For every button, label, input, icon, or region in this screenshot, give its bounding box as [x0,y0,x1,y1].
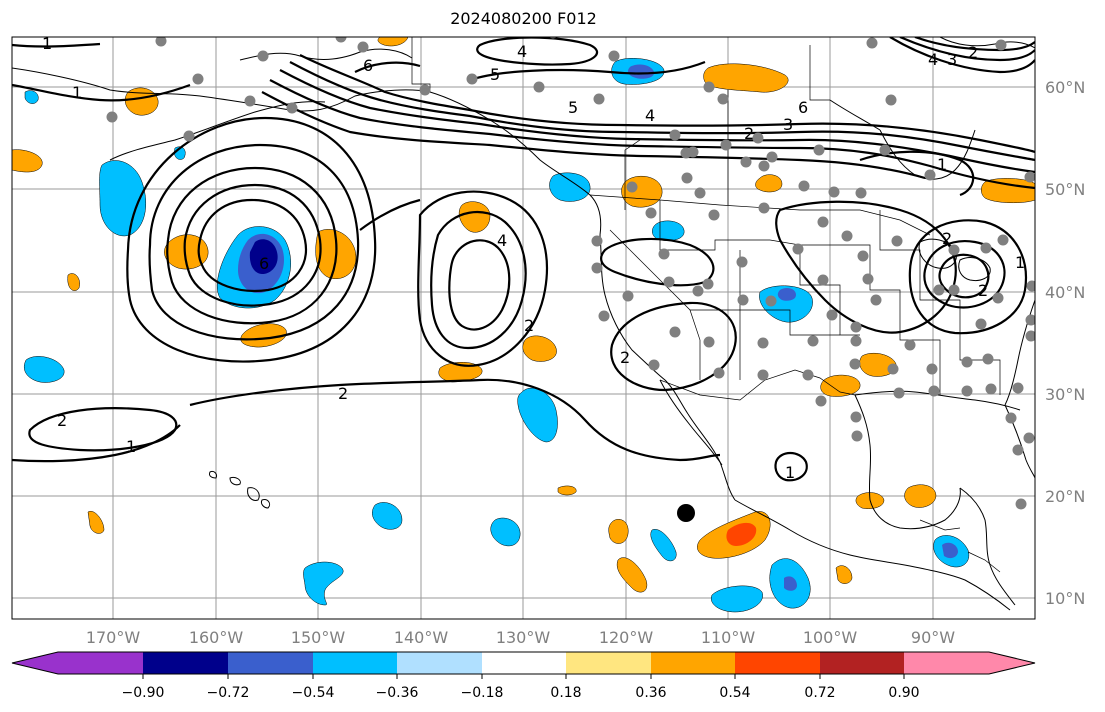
colorbar-tick-label: −0.54 [292,685,335,701]
lon-label: 110°W [701,628,756,647]
lat-label: 20°N [1045,487,1085,506]
contour-label: 2 [978,281,988,300]
contour-label: 1 [937,155,947,174]
lon-label: 100°W [803,628,858,647]
colorbar-tick-label: 0.54 [719,685,750,701]
colorbar-segment [313,652,397,674]
lon-label: 150°W [291,628,346,647]
lat-label: 10°N [1045,589,1085,608]
colorbar-tick-label: 0.90 [888,685,919,701]
contour-label: 2 [338,384,348,403]
lon-label: 160°W [189,628,244,647]
colorbar-extend-low [12,652,143,674]
contour-label: 2 [968,43,978,62]
contour-label: 4 [645,106,655,125]
colorbar-tick-label: −0.72 [207,685,250,701]
colorbar-segment [651,652,735,674]
contour-label: 1 [785,463,795,482]
contour-label: 3 [783,115,793,134]
colorbar-outline [11,651,1036,675]
contour-label: 1 [42,34,52,53]
lon-label: 140°W [394,628,449,647]
lat-label: 40°N [1045,283,1085,302]
lat-label: 30°N [1045,385,1085,404]
colorbar-segment [735,652,820,674]
colorbar-tick-label: 0.72 [804,685,835,701]
contour-lines [12,37,1035,482]
colorbar-segment [482,652,566,674]
lon-label: 130°W [496,628,551,647]
colorbar-segment [397,652,482,674]
colorbar-segment [228,652,313,674]
lon-label: 120°W [599,628,654,647]
colorbar-segment [143,652,228,674]
colorbar-segment [566,652,651,674]
colorbar-tick-label: −0.90 [122,685,165,701]
colorbar-tick-label: 0.18 [550,685,581,701]
map-frame [11,36,1036,620]
lon-label: 170°W [86,628,141,647]
colorbar-tick-label: −0.18 [461,685,504,701]
longitude-labels: 170°W 160°W 150°W 140°W 130°W 120°W 110°… [86,628,955,647]
colorbar-tick-label: −0.36 [376,685,419,701]
contour-label: 1 [1015,253,1025,272]
contour-label: 6 [259,254,269,273]
contour-label: 4 [517,42,527,61]
colorbar: −0.90 −0.72 −0.54 −0.36 −0.18 0.18 0.36 … [11,651,1036,701]
contour-label: 2 [524,316,534,335]
contour-labels: 1 1 4 6 5 5 4 6 2 3 2 4 4 3 1 6 2 2 2 1 … [42,34,1025,482]
contour-label: 4 [928,50,938,69]
contour-label: 4 [497,231,507,250]
colorbar-segment [820,652,904,674]
storm-center-marker [677,504,695,522]
contour-label: 5 [568,98,578,117]
colorbar-tick-label: 0.36 [635,685,666,701]
lat-label: 60°N [1045,78,1085,97]
latitude-labels: 60°N 50°N 40°N 30°N 20°N 10°N [1045,78,1085,608]
lon-label: 90°W [911,628,955,647]
coastlines [12,37,1035,611]
page-title: 2024080200 F012 [450,9,597,28]
contour-label: 1 [126,437,136,456]
lat-label: 50°N [1045,180,1085,199]
contour-label: 6 [363,56,373,75]
colorbar-extend-high [904,652,1035,674]
contour-label: 1 [72,83,82,102]
contour-label: 6 [798,98,808,117]
shaded-field [12,37,1035,613]
station-dots [106,37,1035,510]
political-borders [411,37,1001,573]
contour-label: 5 [490,65,500,84]
contour-label: 2 [942,229,952,248]
contour-label: 3 [947,50,957,69]
contour-label: 2 [57,411,67,430]
colorbar-ticks [142,674,905,679]
contour-label: 2 [620,348,630,367]
contour-label: 2 [744,124,754,143]
